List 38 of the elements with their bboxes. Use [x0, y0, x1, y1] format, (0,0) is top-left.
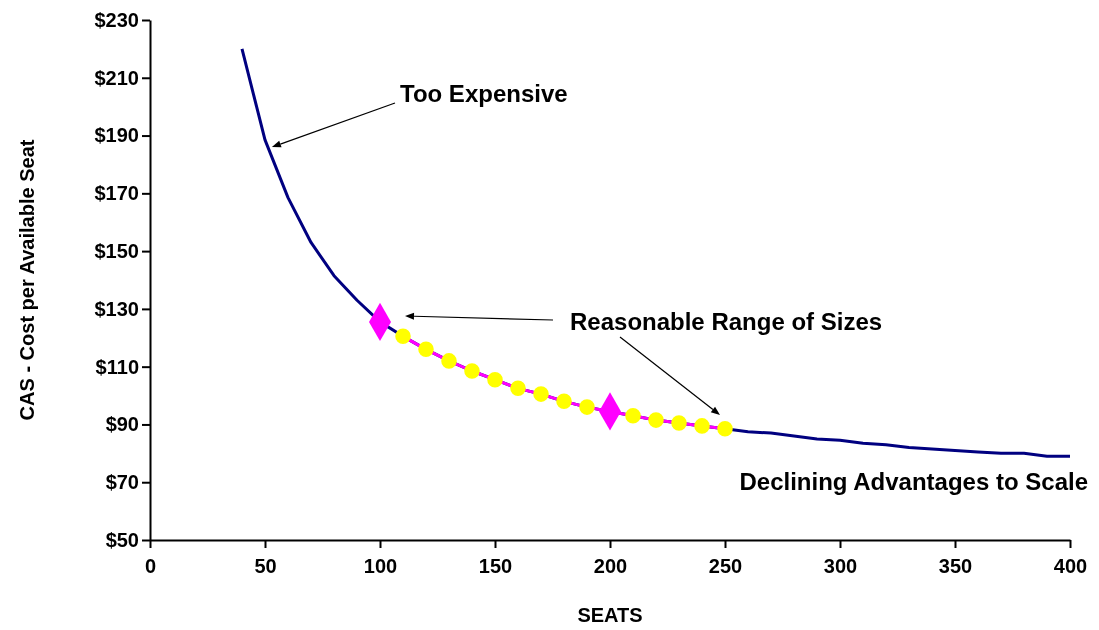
y-tick-label: $50	[105, 528, 139, 551]
point	[510, 380, 526, 397]
point	[464, 363, 480, 379]
point	[418, 341, 434, 358]
point	[441, 353, 457, 369]
point	[648, 412, 664, 428]
x-tick-label: 400	[1053, 555, 1088, 577]
x-tick-label: 150	[478, 555, 513, 577]
x-tick-label: 100	[363, 555, 398, 577]
point	[671, 415, 687, 431]
x-axis-title: SEATS	[577, 604, 643, 626]
x-tick-label: 200	[593, 555, 628, 577]
x-tick-label: 250	[708, 555, 743, 577]
y-tick-label: $90	[105, 413, 139, 436]
point	[694, 418, 710, 434]
y-tick-label: $70	[105, 471, 139, 494]
annotation: Reasonable Range of Sizes	[570, 308, 883, 335]
y-tick-label: $170	[94, 182, 139, 205]
x-tick-label: 300	[823, 555, 858, 577]
point	[395, 328, 411, 345]
point	[556, 393, 572, 410]
y-tick-label: $110	[95, 355, 139, 378]
y-tick-label: $130	[94, 297, 139, 320]
y-tick-label: $150	[94, 240, 139, 263]
point	[717, 421, 733, 437]
y-axis-title: CAS - Cost per Available Seat	[16, 139, 38, 421]
x-tick-label: 350	[938, 555, 973, 577]
annotation: Too Expensive	[400, 80, 568, 107]
y-tick-label: $210	[94, 66, 139, 89]
y-tick-label: $230	[94, 8, 139, 31]
point	[625, 408, 641, 424]
y-tick-label: $190	[94, 124, 139, 147]
annotation: Declining Advantages to Scale	[739, 468, 1088, 495]
point	[533, 386, 549, 402]
point	[487, 371, 503, 388]
x-tick-label: 50	[254, 555, 277, 577]
x-tick-label: 0	[144, 555, 157, 577]
point	[579, 399, 595, 415]
